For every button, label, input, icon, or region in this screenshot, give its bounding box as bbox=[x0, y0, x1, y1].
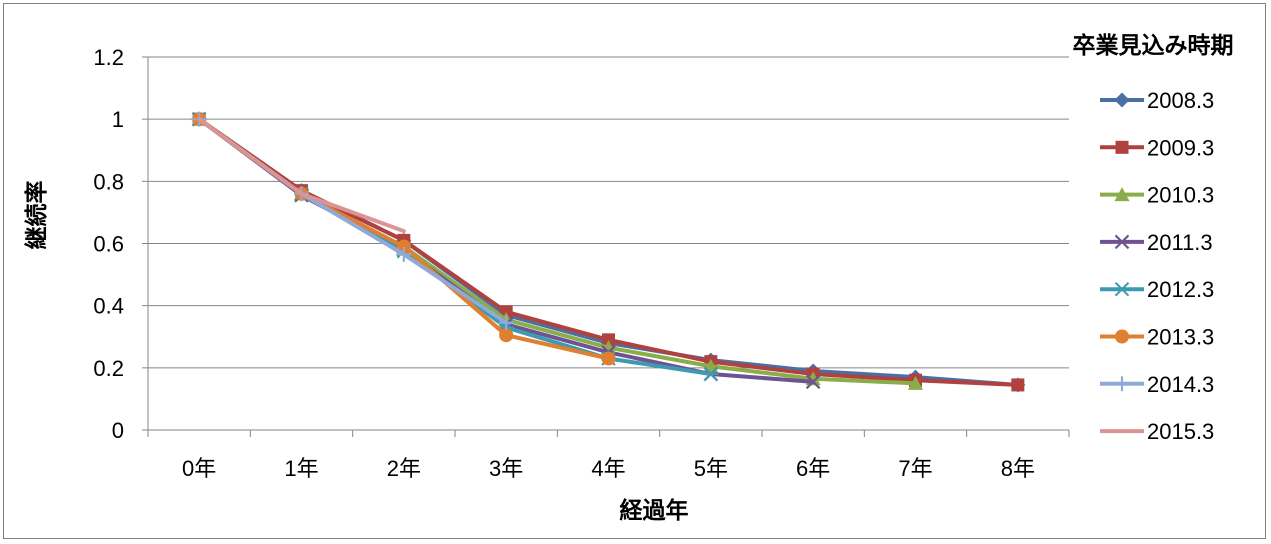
legend: 卒業見込み時期 2008.3 2009.3 2010.3 2011.3 2012.3 20… bbox=[1073, 32, 1234, 444]
series-line bbox=[197, 117, 406, 234]
data-point bbox=[601, 351, 616, 366]
x-tick-label: 8年 bbox=[1001, 456, 1035, 481]
legend-item: 2008.3 bbox=[1100, 88, 1214, 113]
data-point bbox=[908, 375, 923, 390]
x-tick-label: 0年 bbox=[182, 456, 216, 481]
x-tick-label: 7年 bbox=[898, 456, 932, 481]
x-axis-title: 経過年 bbox=[620, 497, 689, 524]
y-tick-label: 0.6 bbox=[93, 232, 124, 257]
y-axis-title: 継続率 bbox=[23, 181, 50, 250]
x-tick-label: 6年 bbox=[796, 456, 830, 481]
series-2012.3 bbox=[191, 111, 719, 382]
legend-label: 2013.3 bbox=[1147, 325, 1214, 350]
legend-marker bbox=[1114, 92, 1130, 108]
chart-frame bbox=[3, 3, 1266, 539]
legend-item: 2014.3 bbox=[1100, 372, 1214, 397]
x-tick-label: 3年 bbox=[489, 456, 523, 481]
legend-label: 2012.3 bbox=[1147, 277, 1214, 302]
legend-title: 卒業見込み時期 bbox=[1073, 32, 1234, 59]
x-tick-label: 1年 bbox=[284, 456, 318, 481]
series-line bbox=[197, 117, 713, 377]
y-tick-label: 0.4 bbox=[93, 294, 124, 319]
legend-item: 2015.3 bbox=[1100, 419, 1214, 444]
legend-item: 2013.3 bbox=[1100, 325, 1214, 350]
data-point bbox=[499, 328, 514, 343]
data-point bbox=[805, 374, 821, 390]
legend-marker bbox=[1114, 376, 1130, 392]
legend-marker bbox=[1114, 281, 1130, 297]
x-tick-label: 5年 bbox=[694, 456, 728, 481]
x-tick-label: 4年 bbox=[591, 456, 625, 481]
y-axis-ticks: 0 0.2 0.4 0.6 0.8 1 1.2 bbox=[93, 45, 148, 443]
data-point bbox=[703, 366, 719, 382]
legend-item: 2010.3 bbox=[1100, 183, 1214, 208]
data-point bbox=[602, 333, 615, 347]
series-2015.3 bbox=[197, 117, 406, 234]
legend-marker bbox=[1114, 234, 1130, 250]
y-tick-label: 0 bbox=[112, 418, 124, 443]
legend-label: 2014.3 bbox=[1147, 372, 1214, 397]
legend-marker bbox=[1114, 187, 1130, 202]
legend-item: 2009.3 bbox=[1100, 135, 1214, 160]
y-tick-label: 1 bbox=[112, 107, 124, 132]
data-point bbox=[396, 246, 412, 262]
series-layer bbox=[191, 111, 1026, 393]
legend-label: 2010.3 bbox=[1147, 183, 1214, 208]
gridlines bbox=[148, 56, 1069, 369]
legend-item: 2012.3 bbox=[1100, 277, 1214, 302]
legend-marker bbox=[1115, 329, 1129, 344]
legend-label: 2009.3 bbox=[1147, 135, 1214, 160]
legend-marker bbox=[1115, 140, 1129, 154]
legend-label: 2008.3 bbox=[1147, 88, 1214, 113]
y-tick-label: 0.2 bbox=[93, 356, 124, 381]
legend-label: 2015.3 bbox=[1147, 419, 1214, 444]
legend-item: 2011.3 bbox=[1100, 230, 1213, 255]
series-line bbox=[197, 117, 816, 384]
y-tick-label: 0.8 bbox=[93, 169, 124, 194]
series-2011.3 bbox=[191, 111, 821, 390]
x-axis-ticks: 0年 1年 2年 3年 4年 5年 6年 7年 8年 bbox=[147, 430, 1070, 481]
data-point bbox=[498, 315, 514, 331]
data-point bbox=[1011, 378, 1025, 392]
legend-label: 2011.3 bbox=[1147, 230, 1213, 255]
x-tick-label: 2年 bbox=[387, 456, 421, 481]
y-tick-label: 1.2 bbox=[93, 45, 124, 70]
